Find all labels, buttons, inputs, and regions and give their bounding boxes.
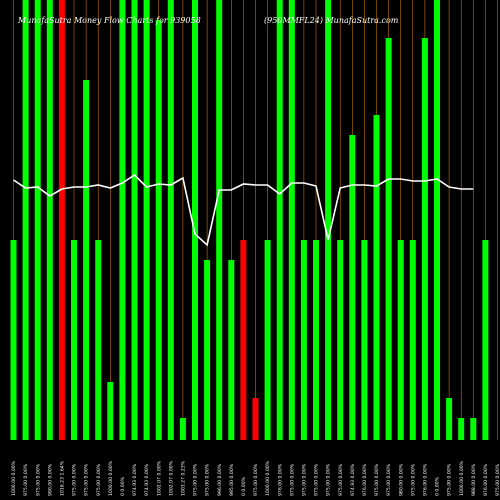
- bar: [446, 398, 453, 440]
- bar: [155, 20, 162, 440]
- x-tick-label: 974.93 0.00%: [350, 463, 356, 496]
- x-tick-label: 1003.27 0.23%: [181, 460, 187, 496]
- bar: [204, 260, 211, 440]
- bar: [22, 0, 29, 440]
- bar: [434, 0, 440, 440]
- x-tick-label: 975.00 0.00%: [338, 463, 344, 496]
- bar: [228, 260, 235, 440]
- x-tick-label: 0 0.00%: [435, 476, 441, 496]
- bar: [421, 38, 428, 440]
- x-tick-label: 1000.00 0.00%: [108, 460, 114, 496]
- x-tick-label: 976.00 0.00%: [483, 463, 489, 496]
- x-tick-label: 0 0.00%: [241, 476, 247, 496]
- x-tick-label: 975.00 0.00%: [35, 463, 41, 496]
- x-tick-label: 1016.23 1.64%: [60, 460, 66, 496]
- x-tick-label: 975.00 0.00%: [495, 463, 500, 496]
- x-tick-label: 976.00 0.00%: [277, 463, 283, 496]
- x-tick-label: 996.00 0.00%: [217, 463, 223, 496]
- bar: [337, 240, 344, 440]
- bar: [95, 240, 102, 440]
- bar: [143, 0, 150, 440]
- bar: [192, 0, 198, 440]
- bar: [409, 240, 416, 440]
- bar: [325, 0, 332, 440]
- bar: [313, 240, 319, 440]
- bar: [397, 240, 404, 440]
- x-tick-label: 1002.07 0.00%: [168, 460, 174, 496]
- x-tick-label: 995.00 0.00%: [229, 463, 235, 496]
- bar: [131, 0, 138, 440]
- x-tick-label: 974.93 0.00%: [144, 463, 150, 496]
- x-tick-label: 990.00 0.00%: [47, 463, 53, 496]
- x-tick-label: 0 0.00%: [120, 476, 126, 496]
- bar: [107, 382, 114, 440]
- bar: [58, 0, 65, 440]
- bar: [83, 80, 90, 440]
- x-tick-label: 975.00 0.00%: [374, 463, 380, 496]
- x-tick-label: 976.00 0.00%: [423, 463, 429, 496]
- x-tick-label: 975.00 0.00%: [314, 463, 320, 496]
- bar: [470, 418, 477, 440]
- x-tick-label: 980.00 0.00%: [398, 463, 404, 496]
- bar: [34, 0, 41, 440]
- x-tick-label: 975.00 0.00%: [96, 463, 102, 496]
- x-tick-label: 975.00 0.00%: [72, 463, 78, 496]
- x-tick-label: 988.00 0.00%: [471, 463, 477, 496]
- bar: [71, 240, 77, 440]
- x-tick-label: 975.00 0.00%: [253, 463, 259, 496]
- x-tick-label: 975.00 0.00%: [205, 463, 211, 496]
- bar: [349, 135, 356, 440]
- bar: [240, 240, 247, 440]
- x-tick-label: 974.93 0.00%: [132, 463, 138, 496]
- bar: [276, 0, 283, 440]
- x-tick-label: 975.00 0.00%: [447, 463, 453, 496]
- bar: [300, 240, 307, 440]
- x-tick-label: 975.00 0.00%: [84, 463, 90, 496]
- bar: [252, 398, 259, 440]
- tick-label-layer: 1000.00 0.00% 975.00 0.00% 975.00 0.00% 990…: [11, 460, 500, 496]
- bar: [119, 0, 126, 440]
- bar-layer: [10, 0, 489, 440]
- bar: [288, 0, 295, 440]
- x-tick-label: 1002.07 0.00%: [156, 460, 162, 496]
- x-tick-label: 975.00 0.00%: [302, 463, 308, 496]
- x-tick-label: 975.00 0.00%: [289, 463, 295, 496]
- bar: [373, 115, 380, 440]
- bar: [385, 38, 392, 440]
- bar: [482, 240, 489, 440]
- x-tick-label: 975.00 0.00%: [193, 463, 199, 496]
- line-layer: [13, 173, 474, 247]
- money-flow-line: [13, 173, 474, 247]
- x-tick-label: 975.00 0.00%: [23, 463, 29, 496]
- chart-title-right: (950MMFL24) MunafaSutra.com: [264, 16, 399, 25]
- x-tick-label: 975.00 0.00%: [326, 463, 332, 496]
- x-tick-label: 976.00 0.00%: [362, 463, 368, 496]
- bar: [216, 0, 223, 440]
- bar: [46, 0, 53, 440]
- bar: [458, 418, 465, 440]
- x-tick-label: 975.00 0.00%: [386, 463, 392, 496]
- x-tick-label: 975.00 0.00%: [410, 463, 416, 496]
- x-tick-label: 1000.00 0.00%: [459, 460, 465, 496]
- chart-title-left: MunafaSutra Money Flow Charts for 939058: [17, 16, 201, 25]
- bar: [361, 240, 368, 440]
- bar: [167, 0, 174, 440]
- bar: [10, 240, 17, 440]
- x-tick-label: 1000.00 0.00%: [265, 460, 271, 496]
- x-tick-label: 1000.00 0.00%: [11, 460, 17, 496]
- bar: [179, 418, 186, 440]
- bar: [264, 240, 271, 440]
